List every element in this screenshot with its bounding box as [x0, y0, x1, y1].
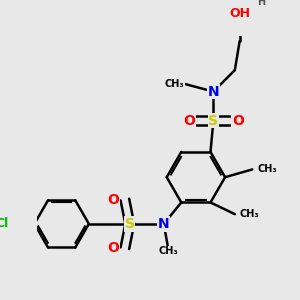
Text: S: S [125, 217, 135, 231]
Text: H: H [257, 0, 265, 7]
Text: OH: OH [229, 7, 250, 20]
Text: O: O [107, 241, 119, 255]
Text: O: O [107, 193, 119, 207]
Text: CH₃: CH₃ [257, 164, 277, 174]
Text: O: O [183, 114, 195, 128]
Text: CH₃: CH₃ [240, 209, 259, 219]
Text: CH₃: CH₃ [159, 246, 178, 256]
Text: N: N [158, 217, 169, 231]
Text: O: O [232, 114, 244, 128]
Text: S: S [208, 114, 218, 128]
Text: N: N [208, 85, 219, 99]
Text: Cl: Cl [0, 218, 9, 230]
Text: CH₃: CH₃ [165, 79, 184, 89]
